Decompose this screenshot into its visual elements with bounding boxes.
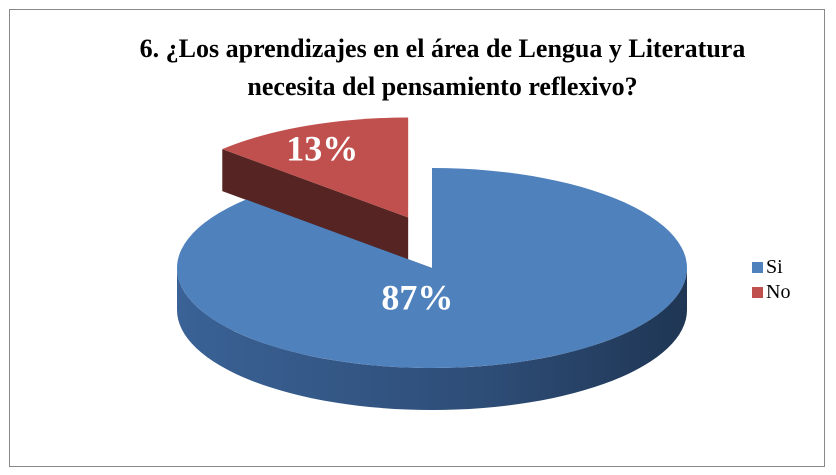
legend-label: Si	[766, 256, 783, 278]
chart-frame	[9, 9, 825, 467]
slice	[222, 117, 409, 218]
chart-title: 6. ¿Los aprendizajes en el área de Lengu…	[139, 34, 746, 101]
legend-label: No	[766, 281, 790, 303]
slice-wall	[222, 149, 409, 260]
legend-swatch	[752, 262, 763, 273]
slice	[177, 168, 687, 368]
slice-side	[177, 268, 687, 410]
legend-swatch	[752, 287, 763, 298]
data-label: 13%	[286, 129, 358, 169]
data-label: 87%	[381, 277, 453, 317]
